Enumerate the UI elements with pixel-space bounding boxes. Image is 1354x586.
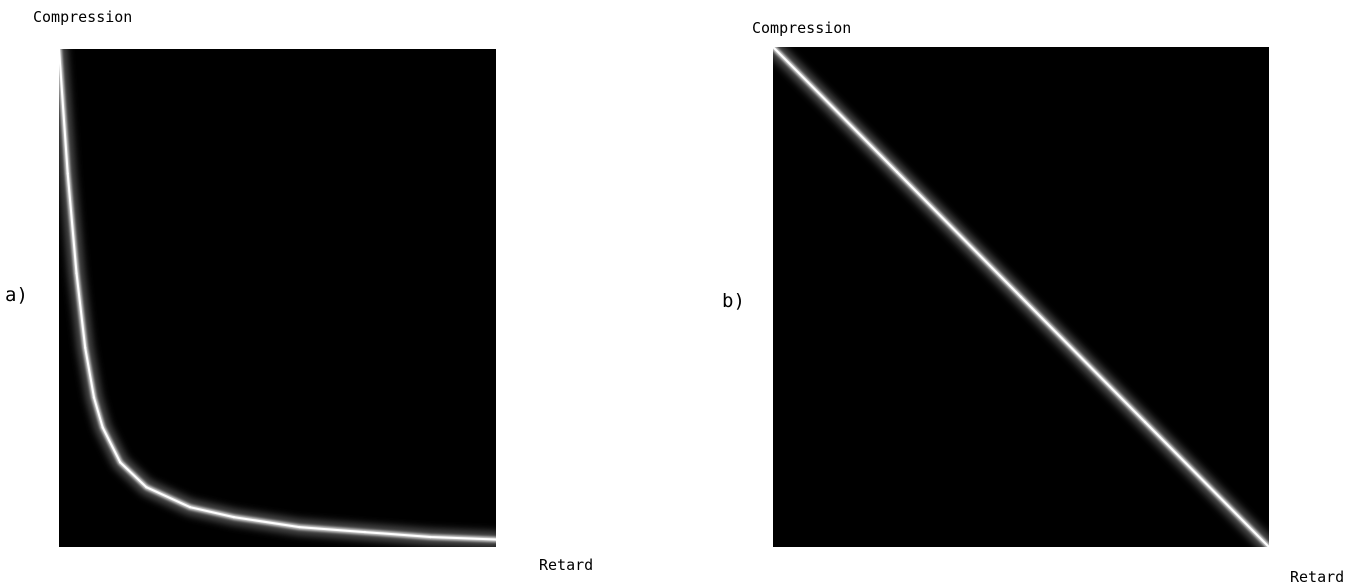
ridge-point (363, 530, 367, 534)
panel-b-ylabel: Compression (752, 19, 852, 37)
panel-b-xlabel: Retard (1290, 568, 1345, 586)
ridge-point (895, 170, 899, 174)
ridge-point (66, 172, 69, 175)
panel-b-label: b) (722, 290, 745, 312)
heatmap-panel-a (59, 49, 496, 547)
ridge-point (92, 396, 96, 399)
ridge-point (59, 49, 61, 51)
ridge-point (75, 271, 78, 275)
panel-a-ylabel: Compression (33, 8, 133, 26)
heatmap-panel-b (773, 47, 1269, 547)
ridge-point (1019, 295, 1023, 299)
ridge-point (232, 515, 235, 519)
panel-a-xlabel: Retard (539, 556, 594, 574)
ridge-point (101, 426, 104, 429)
ridge-point (1143, 420, 1147, 424)
ridge-point (118, 461, 122, 464)
ridge-point (773, 47, 775, 49)
ridge-point (188, 505, 192, 509)
panel-a-label: a) (5, 284, 28, 306)
ridge-point (1267, 545, 1269, 547)
ridge-point (494, 538, 496, 541)
ridge-point (298, 525, 301, 529)
ridge-line (59, 49, 496, 541)
ridge-point (145, 486, 148, 489)
ridge-point (84, 346, 87, 349)
ridge-point (429, 535, 432, 539)
